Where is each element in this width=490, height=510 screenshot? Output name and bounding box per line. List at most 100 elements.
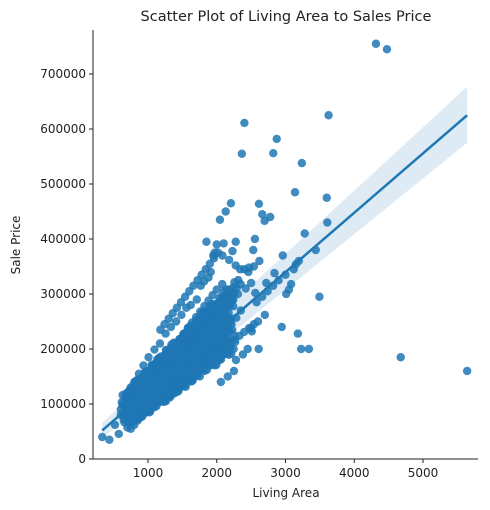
data-point [155, 339, 165, 348]
data-point [220, 343, 230, 353]
data-point [222, 285, 231, 294]
data-point [277, 322, 286, 332]
data-point [223, 372, 232, 381]
data-point [114, 429, 123, 439]
data-point [213, 248, 223, 257]
data-point [260, 310, 270, 320]
data-point [240, 118, 249, 128]
data-point [371, 39, 381, 48]
data-point [226, 199, 236, 208]
data-point [382, 45, 392, 54]
data-point [462, 366, 472, 376]
y-tick-label: 700000 [40, 67, 86, 81]
data-point [221, 207, 230, 216]
data-point [249, 245, 258, 255]
data-point [324, 111, 333, 120]
data-point [195, 350, 205, 359]
x-tick-label: 5000 [408, 466, 439, 480]
regression-line [101, 114, 468, 432]
data-point [206, 360, 216, 370]
data-point [157, 360, 167, 370]
data-point [180, 381, 190, 390]
data-point [262, 278, 271, 288]
data-point [281, 289, 291, 299]
data-point [304, 344, 314, 354]
data-point [162, 354, 171, 363]
y-axis-title: Sale Price [9, 216, 23, 275]
data-points-layer [98, 39, 472, 444]
data-point [272, 134, 281, 144]
data-point [231, 261, 240, 270]
data-point [293, 329, 303, 338]
data-point [212, 240, 221, 249]
y-tick-label: 200000 [40, 342, 86, 356]
data-point [246, 278, 256, 288]
data-point [118, 390, 127, 400]
data-point [216, 377, 226, 387]
data-point [177, 310, 186, 320]
y-tick-label: 100000 [40, 397, 86, 411]
data-point [170, 350, 179, 360]
data-point [274, 276, 283, 285]
data-point [241, 284, 250, 293]
data-point [211, 316, 220, 325]
data-point [250, 234, 260, 244]
x-tick-label: 2000 [201, 466, 232, 480]
y-tick-label: 0 [78, 452, 86, 466]
data-point [119, 415, 128, 424]
data-point [210, 343, 220, 352]
data-point [147, 364, 156, 374]
data-point [144, 353, 153, 362]
data-point [211, 355, 220, 364]
data-point [230, 331, 239, 341]
chart-title: Scatter Plot of Living Area to Sales Pri… [141, 9, 432, 25]
data-point [225, 337, 235, 347]
data-point [296, 344, 306, 354]
data-point [297, 158, 307, 168]
data-point [269, 149, 278, 158]
data-point [270, 268, 279, 278]
data-point [201, 329, 211, 338]
data-point [229, 366, 239, 376]
data-point [200, 344, 209, 353]
data-point [254, 199, 264, 208]
data-point [229, 283, 238, 292]
y-tick-label: 600000 [40, 122, 86, 136]
data-point [323, 218, 332, 227]
data-point [98, 432, 107, 442]
data-point [322, 193, 331, 202]
data-point [167, 379, 176, 388]
x-axis-title: Living Area [252, 486, 319, 500]
data-point [220, 302, 229, 312]
data-point [254, 344, 263, 354]
data-point [244, 267, 253, 277]
data-point [243, 344, 252, 354]
data-point [206, 322, 215, 332]
data-point [255, 256, 264, 266]
data-point [212, 285, 221, 294]
data-point [237, 149, 247, 158]
data-point [231, 355, 241, 365]
data-point [228, 246, 237, 256]
data-point [166, 322, 176, 332]
data-point [210, 304, 219, 313]
y-ticks-layer: 0 100000 200000 300000 400000 500000 600000 700… [40, 67, 93, 466]
x-tick-label: 3000 [270, 466, 301, 480]
data-point [290, 188, 300, 197]
data-point [246, 323, 256, 333]
data-point [201, 355, 210, 364]
data-point [171, 317, 181, 326]
data-point [224, 319, 233, 328]
x-tick-label: 4000 [339, 466, 370, 480]
y-tick-label: 300000 [40, 287, 86, 301]
y-tick-label: 500000 [40, 177, 86, 191]
data-point [196, 360, 205, 370]
data-point [219, 239, 228, 248]
data-point [220, 331, 229, 340]
data-point [205, 349, 215, 358]
data-point [105, 435, 114, 444]
data-point [315, 292, 324, 301]
data-point [225, 295, 234, 305]
regression-line-layer [101, 114, 468, 432]
data-point [166, 391, 175, 400]
